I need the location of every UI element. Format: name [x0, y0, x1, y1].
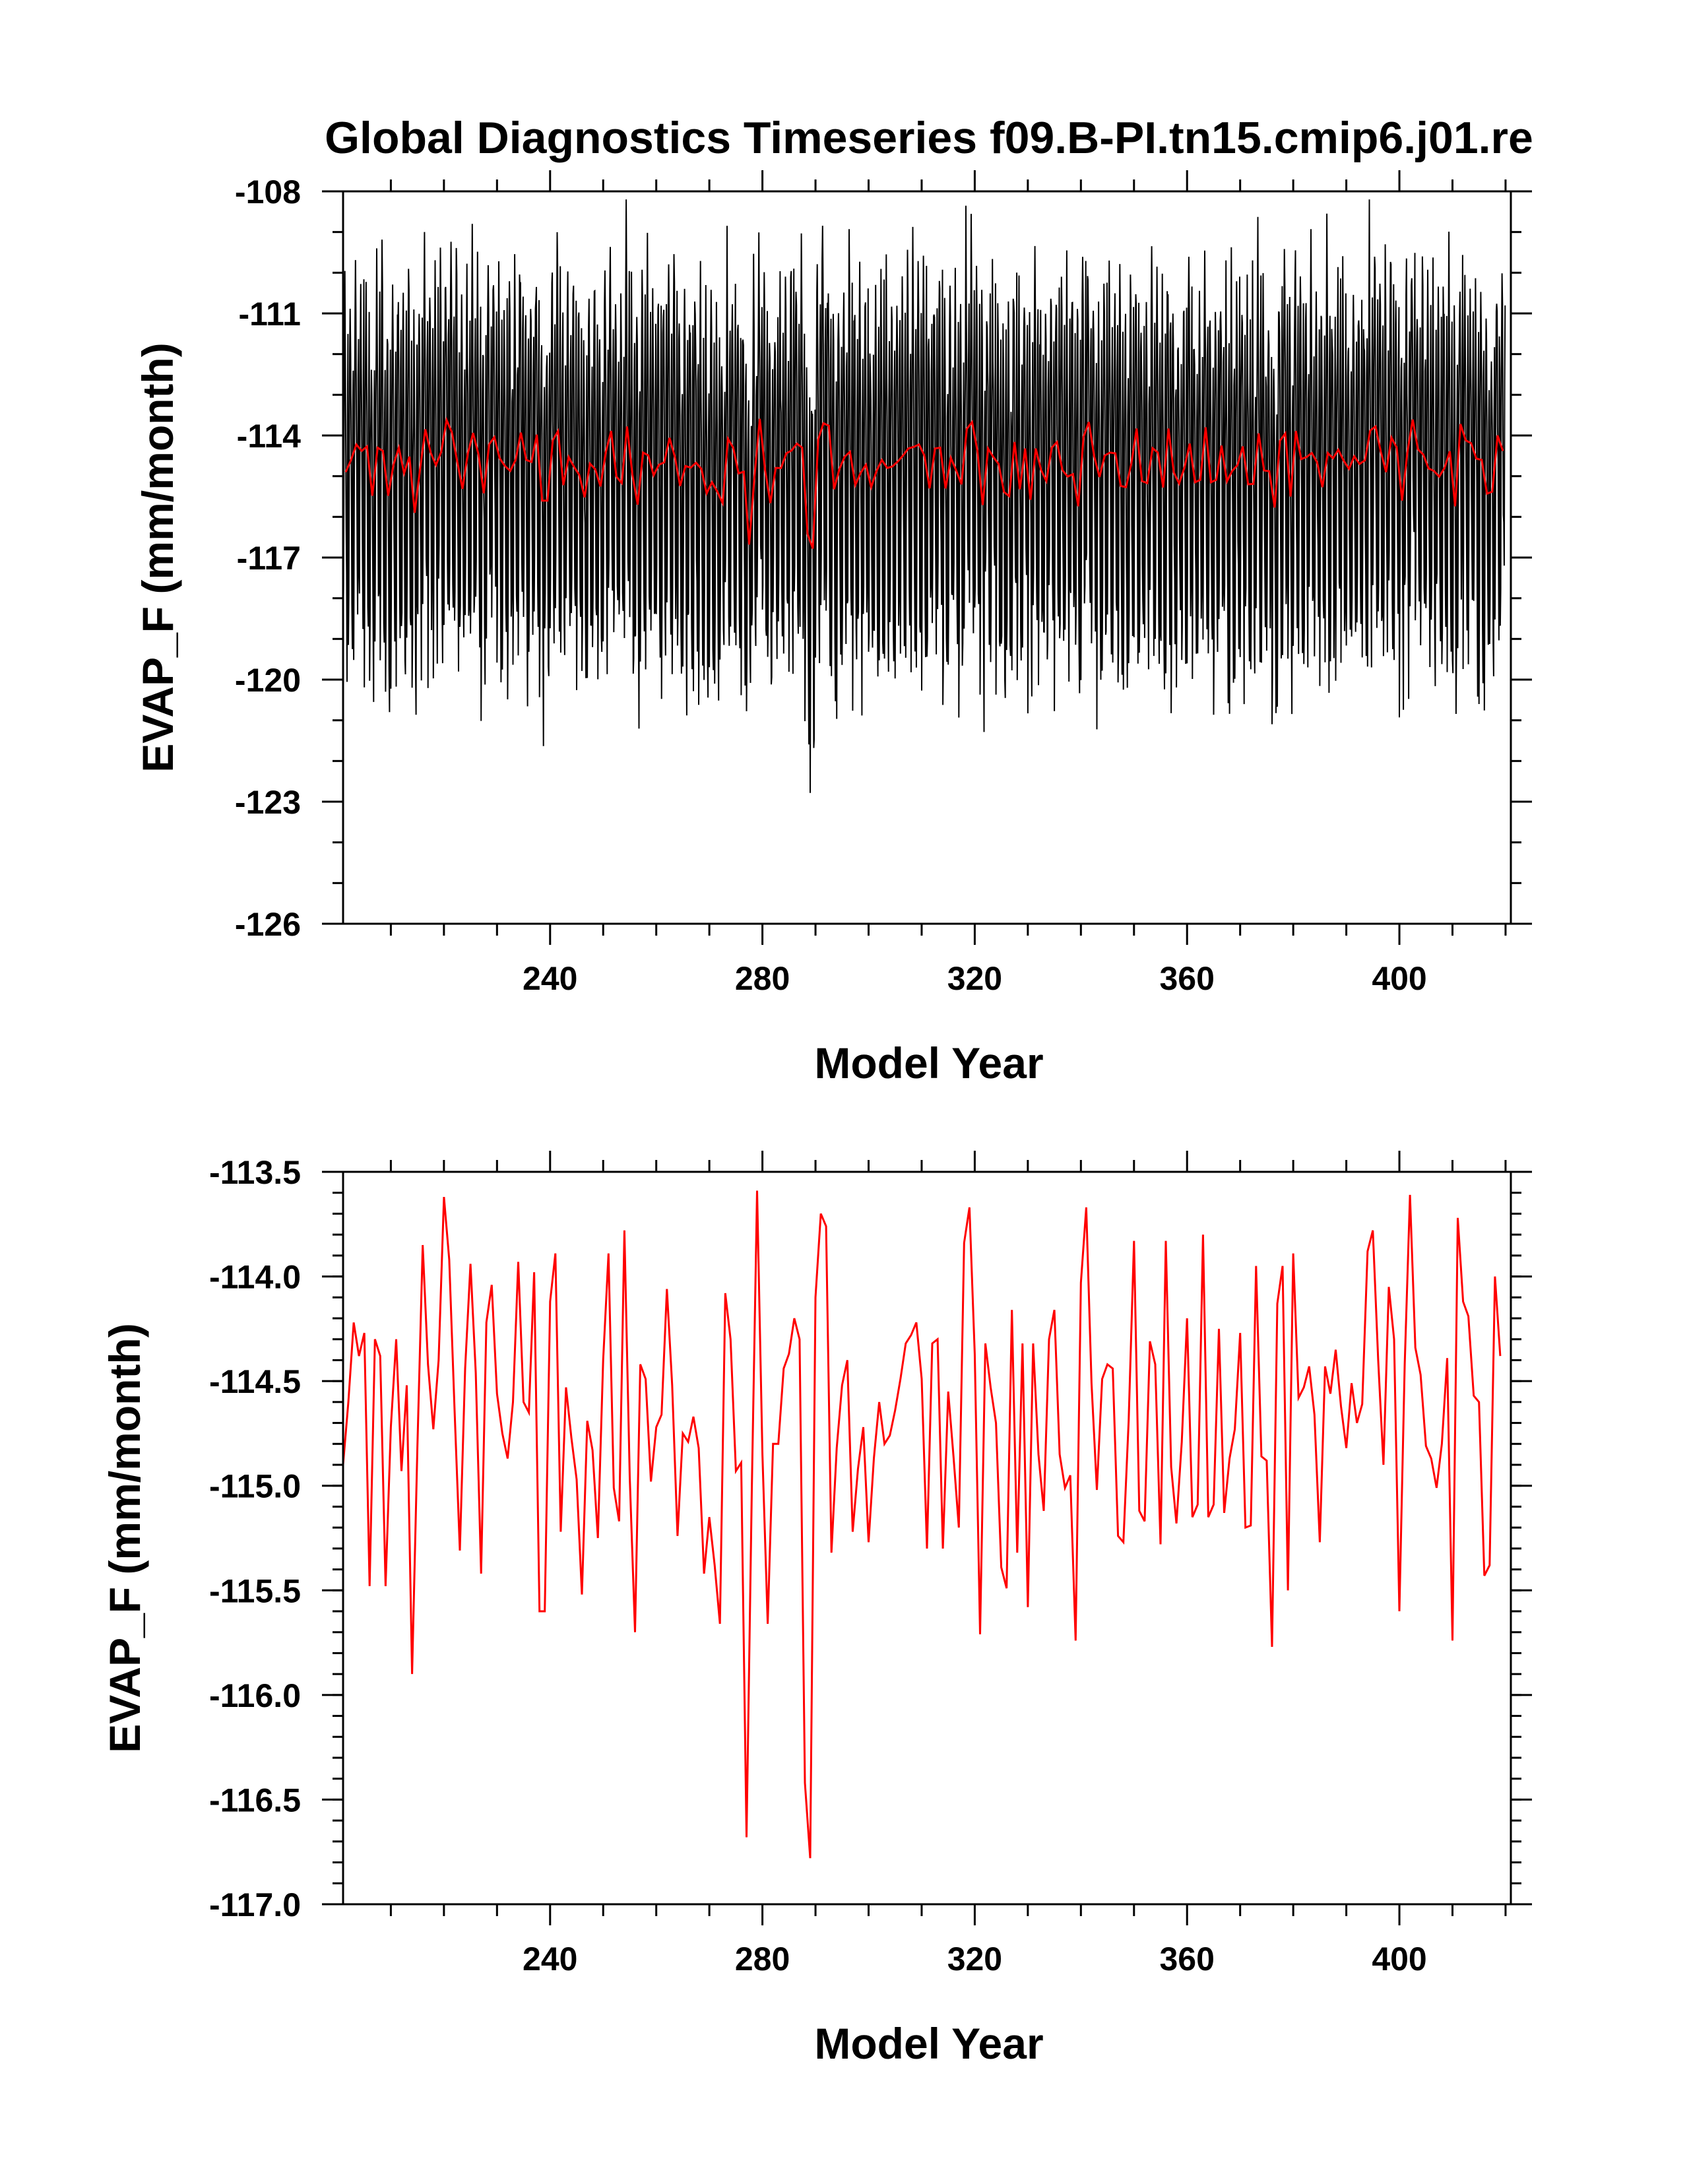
x-tick-label: 240 — [523, 1941, 577, 1977]
top-y-axis-title: EVAP_F (mm/month) — [133, 342, 182, 772]
x-tick-label: 360 — [1160, 1941, 1215, 1977]
x-tick-label: 320 — [947, 1941, 1002, 1977]
y-tick-label: -113.5 — [209, 1154, 301, 1191]
panel-top: 240 280 320 360 400 -108 -111 -114 -117 -120 -123… — [133, 170, 1532, 1087]
chart-title: Global Diagnostics Timeseries f09.B-PI.t… — [325, 113, 1533, 163]
y-tick-label: -111 — [238, 296, 301, 333]
x-tick-label: 280 — [735, 960, 790, 997]
bottom-x-axis-title: Model Year — [814, 2019, 1043, 2068]
bottom-y-ticks: -113.5 -114.0 -114.5 -115.0 -115.5 -116.0 -116… — [209, 1154, 1532, 1923]
y-tick-label: -108 — [235, 174, 301, 210]
bottom-x-ticks: 240 280 320 360 400 — [389, 1151, 1507, 1977]
bottom-plot-lines — [342, 1190, 1502, 1859]
annual-series-line — [342, 1190, 1502, 1859]
top-y-ticks: -108 -111 -114 -117 -120 -123 -126 — [235, 174, 1532, 943]
y-tick-label: -116.5 — [209, 1782, 301, 1818]
annual-series-line — [344, 416, 1504, 549]
y-tick-label: -114 — [237, 418, 302, 455]
y-tick-label: -117 — [237, 540, 301, 577]
panel-bottom: 240 280 320 360 400 -113.5 -114.0 -114.5 -115.0… — [100, 1151, 1532, 2068]
x-tick-label: 320 — [947, 960, 1002, 997]
y-tick-label: -120 — [235, 662, 301, 699]
x-tick-label: 280 — [735, 1941, 790, 1977]
y-tick-label: -114.0 — [209, 1259, 301, 1296]
monthly-series-line — [342, 199, 1506, 793]
top-x-axis-title: Model Year — [814, 1039, 1043, 1087]
top-x-ticks: 240 280 320 360 400 — [389, 170, 1507, 997]
bottom-plot-frame — [342, 1171, 1512, 1906]
bottom-y-axis-title: EVAP_F (mm/month) — [100, 1323, 149, 1752]
x-tick-label: 400 — [1372, 960, 1426, 997]
x-tick-label: 360 — [1160, 960, 1215, 997]
y-tick-label: -117.0 — [209, 1886, 301, 1923]
y-tick-label: -116.0 — [209, 1677, 301, 1714]
top-plot-lines — [342, 199, 1506, 793]
y-tick-label: -123 — [235, 784, 301, 821]
y-tick-label: -115.0 — [209, 1468, 301, 1505]
y-tick-label: -114.5 — [209, 1363, 301, 1400]
y-tick-label: -115.5 — [209, 1572, 301, 1609]
x-tick-label: 400 — [1372, 1941, 1426, 1977]
x-tick-label: 240 — [523, 960, 577, 997]
y-tick-label: -126 — [235, 906, 301, 943]
